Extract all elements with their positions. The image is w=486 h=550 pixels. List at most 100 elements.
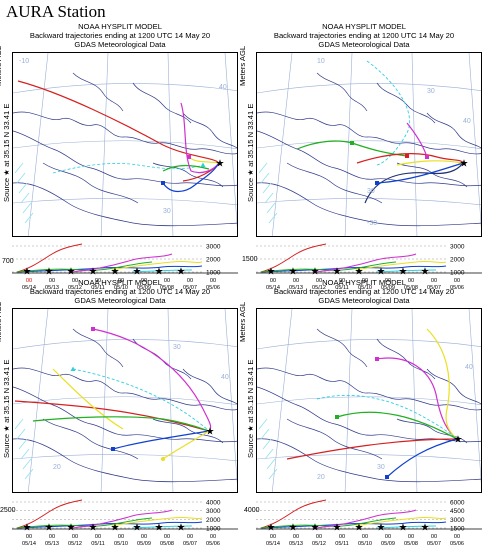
- altitude-trace: [355, 516, 447, 527]
- green-marker: [350, 141, 354, 145]
- hour-star-icon: ★: [89, 267, 98, 277]
- hour-star-icon: ★: [23, 523, 32, 533]
- time-tick-label: 00 05/12: [68, 278, 82, 291]
- trajectory-map: ★ 20 30 40: [12, 308, 238, 493]
- hour-star-icon: ★: [67, 523, 76, 533]
- time-tick-label: 00 05/14: [22, 534, 36, 547]
- map-hatch: [268, 212, 278, 224]
- trajectory-map: ★ 20 30 40: [256, 308, 482, 493]
- time-tick-label: 00 05/09: [381, 278, 395, 291]
- graticule-line: [100, 53, 109, 236]
- coastline: [13, 130, 237, 187]
- trajectory-green: [162, 164, 210, 172]
- altitude-trace: [315, 253, 417, 273]
- hour-star-icon: ★: [111, 523, 120, 533]
- altitude-trace: [260, 243, 327, 273]
- time-tick-label: 00 05/06: [206, 278, 220, 291]
- trajectory-yellow: [396, 160, 464, 166]
- cyan-marker: [70, 366, 76, 371]
- blue-marker: [161, 181, 165, 185]
- hour-star-icon: ★: [377, 523, 386, 533]
- hour-star-icon: ★: [311, 267, 320, 277]
- panel-data-source: GDAS Meteorological Data: [318, 40, 410, 49]
- map-hatch: [14, 162, 24, 174]
- trajectory-cyan: [316, 394, 458, 440]
- panel-trajectory-title: Backward trajectories ending at 1200 UTC…: [273, 287, 455, 296]
- hour-star-icon: ★: [399, 523, 408, 533]
- time-tick-label: 00 05/08: [404, 534, 418, 547]
- coastline: [257, 130, 481, 187]
- source-star-icon: ★: [206, 427, 215, 438]
- meters-agl-label: Meters AGL: [238, 301, 247, 342]
- altitude-trace: [111, 260, 203, 271]
- trajectory-blue: [112, 430, 210, 450]
- hour-star-icon: ★: [421, 523, 430, 533]
- time-tick-label: 00 05/06: [206, 534, 220, 547]
- trajectory-red: [286, 438, 458, 460]
- magenta-marker: [375, 357, 379, 361]
- trajectory-panel-1: NOAA HYSPLIT MODEL Backward trajectories…: [0, 22, 238, 292]
- time-tick-label: 00 05/14: [266, 534, 280, 547]
- figure-title: AURA Station: [6, 2, 106, 21]
- altitude-profile: 6000 4500 3000 1500 ★ ★ ★ ★ ★ ★ ★ ★: [256, 496, 482, 532]
- panel-data-source: GDAS Meteorological Data: [74, 40, 166, 49]
- graticule-line: [13, 83, 237, 94]
- altitude-profile: 3000 2000 1000 ★ ★ ★ ★ ★ ★ ★ ★: [12, 240, 238, 276]
- time-tick-label: 00 05/12: [312, 278, 326, 291]
- hour-star-icon: ★: [267, 267, 276, 277]
- start-height: 2500: [0, 507, 16, 514]
- time-tick-label: 00 05/13: [289, 534, 303, 547]
- time-tick-label: 00 05/13: [289, 278, 303, 291]
- hour-star-icon: ★: [177, 267, 186, 277]
- hour-star-icon: ★: [155, 523, 164, 533]
- altitude-trace: [375, 525, 437, 529]
- map-hatch: [16, 172, 26, 184]
- trajectory-magenta: [376, 357, 458, 440]
- panel-model-title: NOAA HYSPLIT MODEL: [78, 278, 162, 287]
- trajectory-green: [32, 416, 210, 432]
- altitude-trace: [131, 269, 193, 273]
- time-tick-label: 00 05/06: [450, 278, 464, 291]
- time-tick-label: 00 05/13: [45, 534, 59, 547]
- trajectory-blue: [376, 162, 464, 184]
- altitude-trace: [111, 516, 203, 527]
- hour-star-icon: ★: [177, 523, 186, 533]
- trajectory-navy: [364, 162, 464, 204]
- altitude-trace: [16, 499, 83, 529]
- map-hatch: [24, 468, 34, 480]
- time-axis: 00 05/14 00 05/13 00 05/12 00 05/11 00 05/10 00 05/…: [256, 534, 482, 550]
- coastline: [426, 368, 481, 405]
- panel-model-title: NOAA HYSPLIT MODEL: [322, 278, 406, 287]
- graticule-line: [27, 53, 49, 236]
- panel-model-title: NOAA HYSPLIT MODEL: [78, 22, 162, 31]
- graticule-line: [257, 198, 481, 206]
- trajectory-yellow2: [162, 430, 210, 460]
- coastline: [13, 438, 237, 483]
- time-tick-label: 00 05/09: [381, 534, 395, 547]
- altitude-trace: [131, 525, 193, 529]
- coastline: [316, 328, 368, 368]
- meters-agl-label: Meters AGL: [238, 45, 247, 86]
- panel-model-title: NOAA HYSPLIT MODEL: [322, 22, 406, 31]
- coastline: [182, 112, 237, 149]
- coastline: [132, 338, 192, 380]
- graticule-line: [27, 309, 49, 492]
- level-label: 2000: [206, 257, 221, 264]
- coastline: [396, 162, 468, 188]
- map-hatch: [24, 212, 34, 224]
- time-tick-label: 00 05/07: [427, 278, 441, 291]
- trajectory-panel-2: NOAA HYSPLIT MODEL Backward trajectories…: [238, 22, 482, 292]
- trajectory-green: [336, 411, 458, 440]
- hour-star-icon: ★: [45, 523, 54, 533]
- level-label: 2000: [206, 517, 221, 524]
- graticule-line: [167, 53, 174, 236]
- map-hatch: [262, 182, 272, 194]
- hour-star-icon: ★: [155, 267, 164, 277]
- map-hatch: [258, 418, 268, 430]
- graticule-line: [257, 396, 481, 406]
- time-tick-label: 00 05/12: [68, 534, 82, 547]
- hour-star-icon: ★: [89, 523, 98, 533]
- trajectory-magenta: [406, 122, 428, 158]
- trajectory-map: ★ 30 30 -30 40 10: [256, 52, 482, 237]
- coastline: [72, 328, 124, 368]
